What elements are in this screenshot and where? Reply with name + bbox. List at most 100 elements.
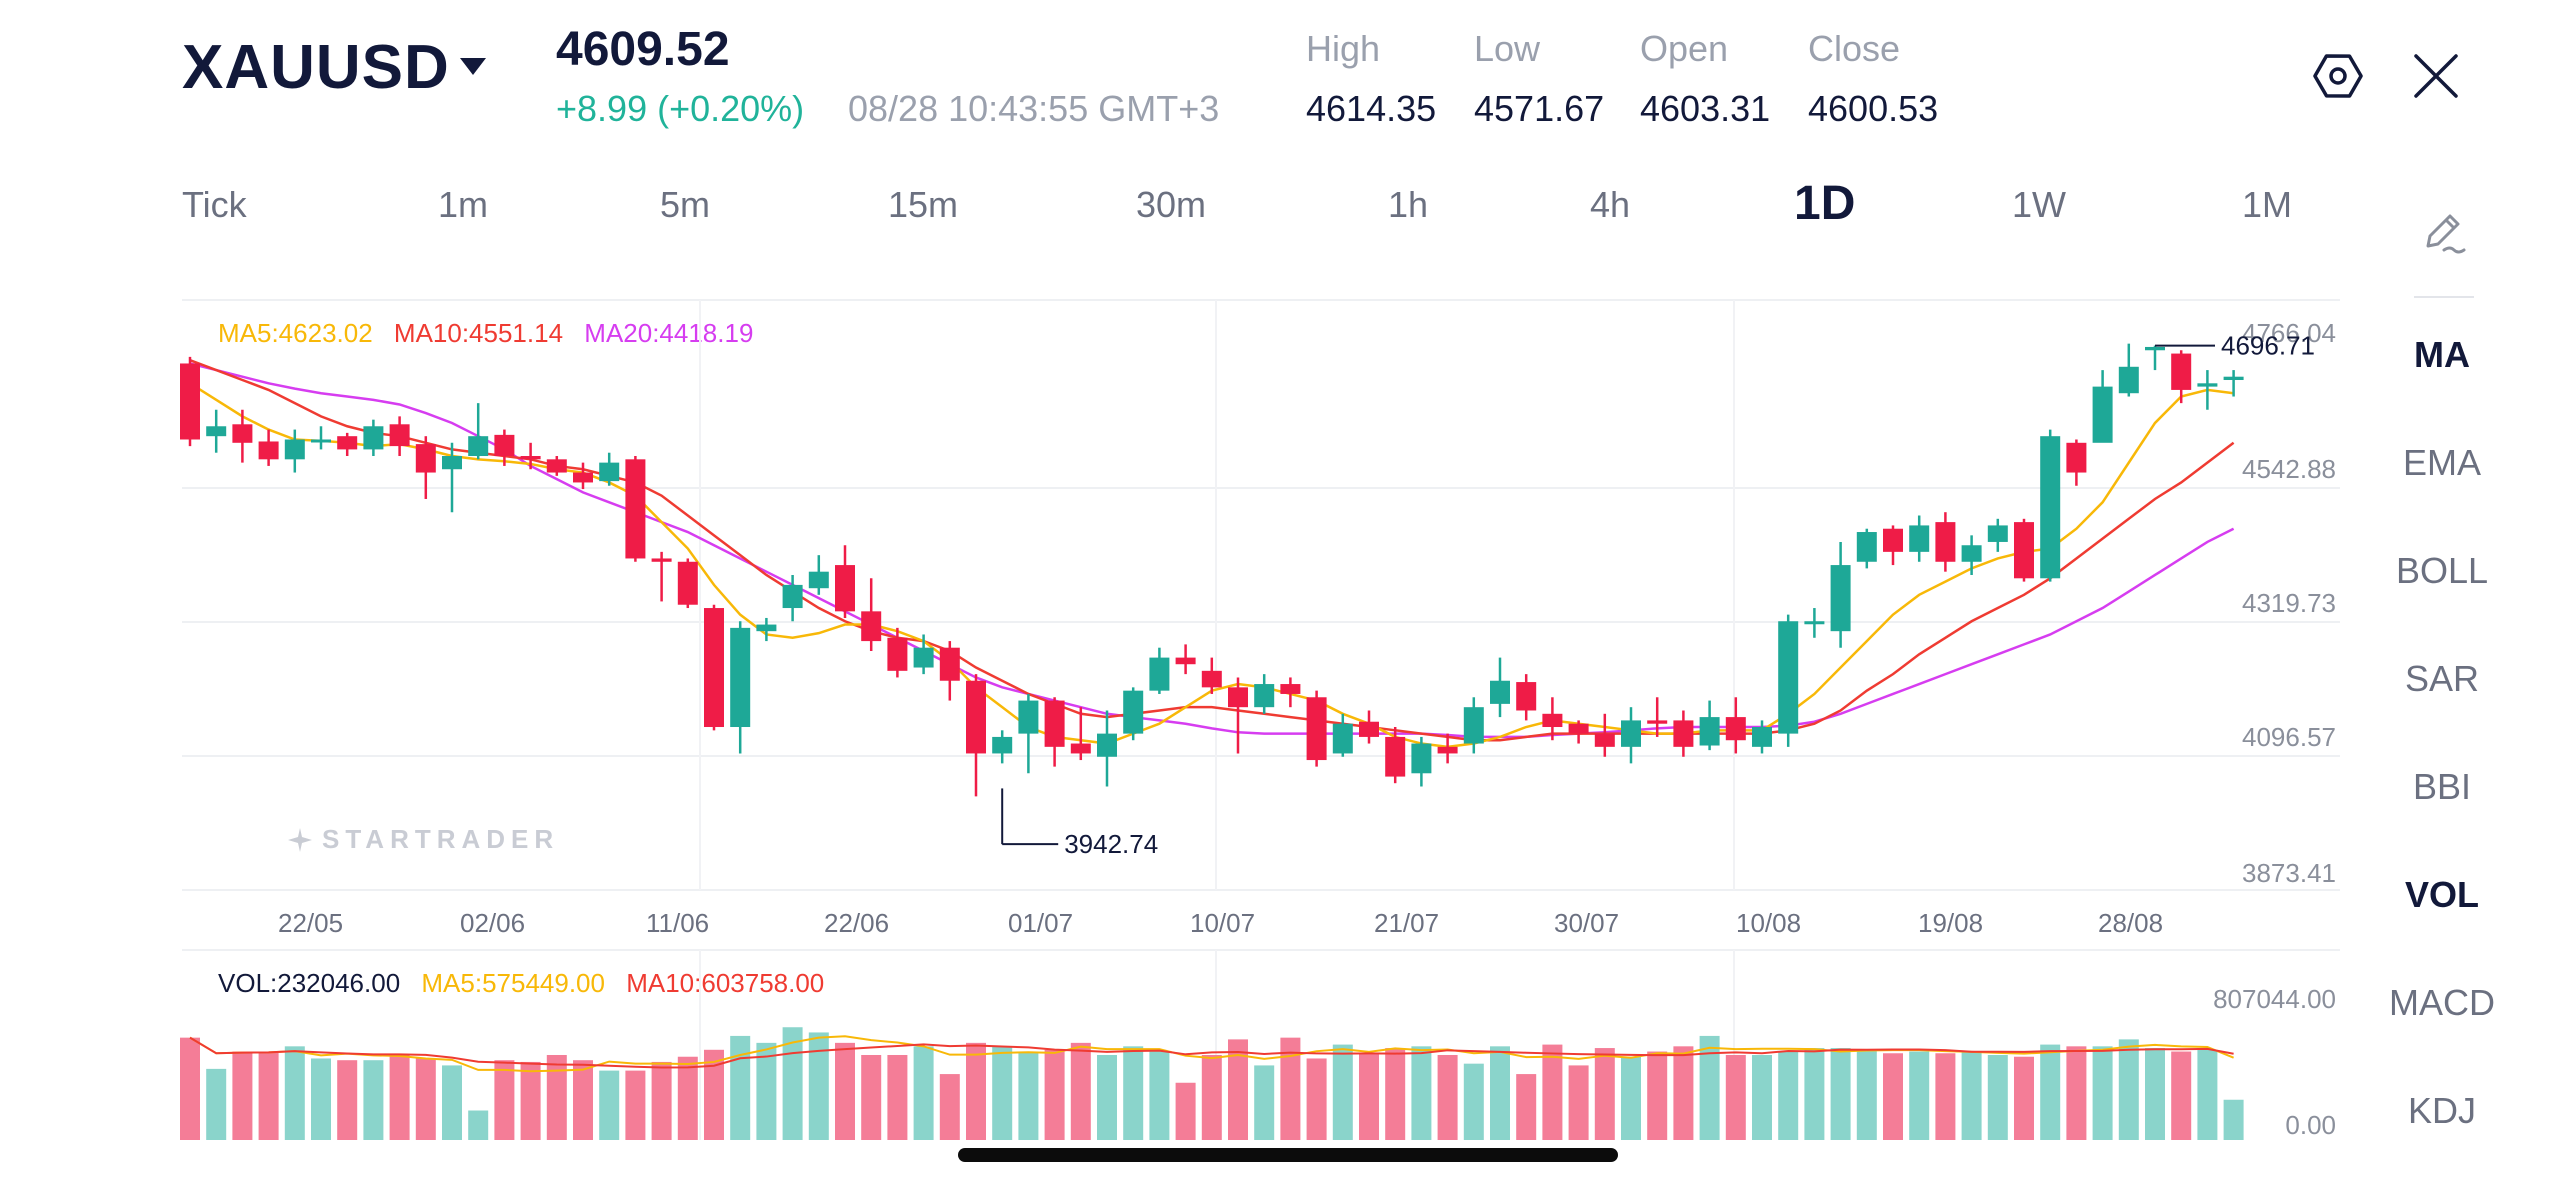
price-annotations: 4696.71 3942.74 [1001,331,2315,859]
indicator-ma[interactable]: MA [2414,334,2470,375]
price-axis-label: 3873.41 [2242,858,2336,888]
volume-bar [1437,1054,1458,1140]
candle-body [1752,727,1772,747]
candle-body [782,584,803,609]
candle-body [1568,723,1589,734]
volume-bar [1699,1035,1720,1140]
volume-bar [1411,1046,1432,1140]
quote-timestamp: 08/28 10:43:55 GMT+3 [848,88,1220,129]
candle-body [1725,717,1746,741]
candle-body [1306,697,1327,761]
stat-value-open: 4603.31 [1640,88,1771,129]
timeframe-30m[interactable]: 30m [1136,184,1207,225]
candle-body [2092,386,2113,443]
candle-body [1254,684,1275,708]
volume-bar [2014,1056,2034,1140]
volume-bar [1752,1054,1772,1140]
volume-bars [180,1027,2244,1140]
volume-bar [1385,1048,1406,1140]
volume-bar [992,1046,1013,1140]
date-axis-label: 02/06 [460,908,526,938]
timeframe-1m[interactable]: 1m [438,184,489,225]
date-axis-label: 28/08 [2098,908,2164,938]
timeframe-1h[interactable]: 1h [1388,184,1429,225]
indicator-bbi[interactable]: BBI [2412,766,2472,807]
timeframe-1mo[interactable]: 1M [2242,184,2293,225]
volume-bar [573,1060,593,1140]
candle-body [1385,736,1406,777]
volume-bar [2040,1044,2061,1140]
candle-body [1621,720,1641,747]
candle-body [2171,353,2192,390]
candle-body [2066,442,2087,473]
candle-body [468,436,489,457]
candle-body [494,434,515,457]
timeframe-5m[interactable]: 5m [660,184,711,225]
volume-bar [1673,1046,1694,1140]
indicator-sar[interactable]: SAR [2404,658,2480,699]
candle-body [1490,680,1510,704]
candle-body [1961,545,1982,562]
volume-bar [861,1054,882,1140]
volume-bar [704,1049,724,1140]
high-price-label: 4696.71 [2221,331,2315,361]
candle-body [1437,746,1458,754]
volume-bar [913,1046,934,1140]
volume-bar [1804,1048,1825,1140]
indicator-kdj[interactable]: KDJ [2407,1090,2476,1131]
timeframe-15m[interactable]: 15m [888,184,959,225]
symbol-selector[interactable]: XAUUSD [182,33,450,102]
price-axis-label: 4096.57 [2242,722,2336,752]
volume-bar [1568,1065,1589,1140]
volume-bar [2223,1099,2244,1140]
candle-body [415,444,436,473]
volume-bar [939,1074,960,1140]
candle-body [887,637,908,671]
volume-legend: VOL:232046.00 MA5:575449.00 MA10:603758.… [218,968,838,999]
date-axis-label: 19/08 [1918,908,1984,938]
volume-bar [284,1046,305,1140]
candle-body [1280,684,1301,694]
sidebar-divider [2414,296,2474,298]
chevron-down-icon[interactable] [460,58,486,75]
candle-body [913,647,934,668]
volume-bar [1306,1058,1327,1140]
indicator-vol[interactable]: VOL [2404,874,2479,915]
indicator-ema[interactable]: EMA [2402,442,2481,483]
date-axis-label: 01/07 [1008,908,1074,938]
volume-bar [546,1054,567,1140]
watermark: STARTRADER [322,824,560,854]
pencil-icon[interactable] [2418,208,2468,258]
volume-bar [625,1070,646,1140]
volume-bar [1332,1044,1353,1140]
indicator-boll[interactable]: BOLL [2395,550,2489,591]
close-icon[interactable] [2410,50,2462,102]
timeframe-1w[interactable]: 1W [2012,184,2066,225]
candle-body [677,561,698,605]
volume-bar [494,1060,515,1140]
candle-body [284,439,305,460]
date-axis-label: 10/08 [1736,908,1802,938]
settings-icon[interactable] [2312,50,2364,102]
indicator-macd[interactable]: MACD [2389,982,2495,1023]
timeframe-tick[interactable]: Tick [182,184,247,225]
candle-body [861,611,882,642]
candle-body [206,426,227,437]
timeframe-4h[interactable]: 4h [1590,184,1631,225]
volume-bar [1778,1051,1799,1140]
candle-body [2014,522,2034,579]
candle-body [808,571,829,589]
date-axis-label: 22/05 [278,908,344,938]
volume-bar [1228,1039,1248,1140]
current-price: 4609.52 [556,23,730,76]
candle-body [756,624,777,632]
candle-body [2118,366,2139,394]
candle-body [1123,690,1144,734]
timeframe-1d[interactable]: 1D [1794,177,1856,230]
candle-body [1228,687,1248,708]
volume-bar [1097,1054,1117,1140]
vol-legend: VOL:232046.00 [218,968,401,998]
candle-body [363,426,384,450]
volume-bar [1909,1051,1930,1140]
